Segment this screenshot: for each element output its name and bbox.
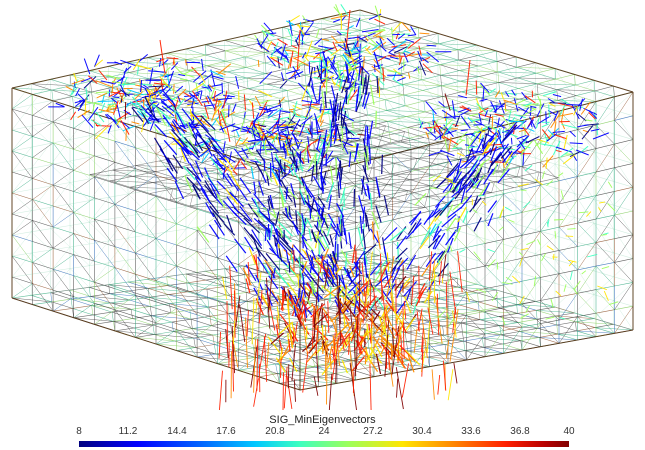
mesh-scene[interactable] bbox=[0, 0, 645, 410]
colorbar-tick-label: 8 bbox=[76, 426, 82, 437]
eigenvector-field bbox=[48, 4, 619, 410]
colorbar-tick-label: 40 bbox=[563, 426, 575, 437]
colorbar-tick-label: 14.4 bbox=[167, 426, 187, 437]
colorbar-tick-label: 36.8 bbox=[510, 426, 530, 437]
colorbar-tick-label: 33.6 bbox=[461, 426, 481, 437]
colorbar-tick-label: 30.4 bbox=[412, 426, 432, 437]
colorbar-tick-labels: 8 11.2 14.4 17.6 20.8 24 27.2 30.4 33.6 36.8 40 bbox=[0, 426, 645, 440]
colorbar-tick-label: 11.2 bbox=[118, 426, 138, 437]
colorbar-tick-label: 20.8 bbox=[265, 426, 285, 437]
colorbar-tick-label: 17.6 bbox=[216, 426, 236, 437]
colorbar-tick-label: 27.2 bbox=[363, 426, 383, 437]
colorbar bbox=[79, 441, 569, 447]
colorbar-tick-label: 24 bbox=[318, 426, 330, 437]
colorbar-title: SIG_MinEigenvectors bbox=[269, 414, 376, 426]
